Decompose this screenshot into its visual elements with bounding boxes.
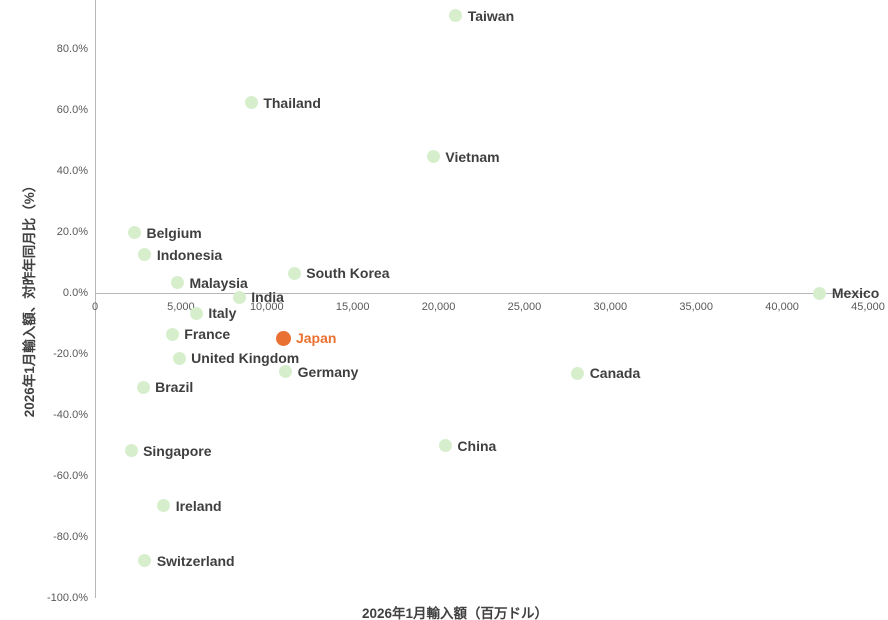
y-tick-label--20: -20.0% [53,347,88,360]
data-point-france [165,327,179,341]
data-point-label-france: France [184,326,231,343]
data-point-label-united-kingdom: United Kingdom [191,350,300,367]
x-tick-label-15000: 15,000 [335,301,370,313]
data-point-label-india: India [251,289,284,306]
x-tick-label-30000: 30,000 [593,301,628,313]
data-point-germany [279,365,293,379]
data-point-brazil [136,380,150,394]
data-point-japan [276,330,292,346]
x-tick-label-45000: 45,000 [851,301,885,313]
data-point-label-germany: Germany [297,363,359,380]
y-tick-label--40: -40.0% [53,408,88,421]
x-axis-title: 2026年1月輸入額（百万ドル） [361,606,549,620]
data-point-label-indonesia: Indonesia [156,246,223,263]
data-point-label-taiwan: Taiwan [467,7,515,24]
y-tick-label-80: 80.0% [56,43,88,56]
x-tick-label-25000: 25,000 [507,301,542,313]
data-point-label-vietnam: Vietnam [445,148,500,165]
y-tick-label-40: 40.0% [56,165,88,178]
data-point-label-italy: Italy [208,305,237,322]
data-point-china [438,439,452,453]
data-point-united-kingdom [172,351,186,365]
data-point-label-malaysia: Malaysia [189,274,248,291]
data-point-vietnam [426,150,440,164]
data-point-label-thailand: Thailand [263,94,321,111]
data-point-label-china: China [457,437,497,454]
data-point-label-canada: Canada [589,365,641,382]
data-point-south-korea [287,266,301,280]
data-point-malaysia [170,276,184,290]
data-point-india [232,290,246,304]
data-point-canada [571,366,585,380]
x-tick-label-10000: 10,000 [249,301,284,313]
data-point-label-mexico: Mexico [831,285,880,302]
y-tick-label--100: -100.0% [47,591,88,604]
data-point-thailand [244,96,258,110]
y-tick-label-0: 0.0% [62,287,88,299]
x-tick-label-35000: 35,000 [679,301,714,313]
x-axis-line [95,293,868,294]
x-tick-label-5000: 5,000 [167,301,195,313]
data-point-switzerland [138,554,152,568]
x-tick-label-40000: 40,000 [765,301,799,313]
data-point-label-switzerland: Switzerland [156,552,235,569]
data-point-label-brazil: Brazil [155,379,194,396]
data-point-ireland [157,499,171,513]
data-point-mexico [813,286,827,300]
data-point-taiwan [449,9,463,23]
data-point-label-belgium: Belgium [146,224,202,241]
data-point-italy [189,306,203,320]
y-tick-label--80: -80.0% [53,530,88,543]
data-point-belgium [128,226,141,240]
data-point-label-south-korea: South Korea [306,265,390,282]
y-tick-label--60: -60.0% [53,469,88,482]
y-axis-line [95,0,96,598]
data-point-label-singapore: Singapore [143,442,212,459]
data-point-label-japan: Japan [295,330,337,347]
x-tick-label-0: 0 [91,301,99,313]
x-tick-label-20000: 20,000 [421,301,456,313]
y-tick-label-20: 20.0% [56,226,88,239]
y-axis-title: 2026年1月輸入額、対昨年同月比（%） [22,178,37,418]
data-point-label-ireland: Ireland [175,497,222,514]
data-point-singapore [124,444,138,458]
data-point-indonesia [138,248,152,262]
y-tick-label-60: 60.0% [56,104,88,117]
